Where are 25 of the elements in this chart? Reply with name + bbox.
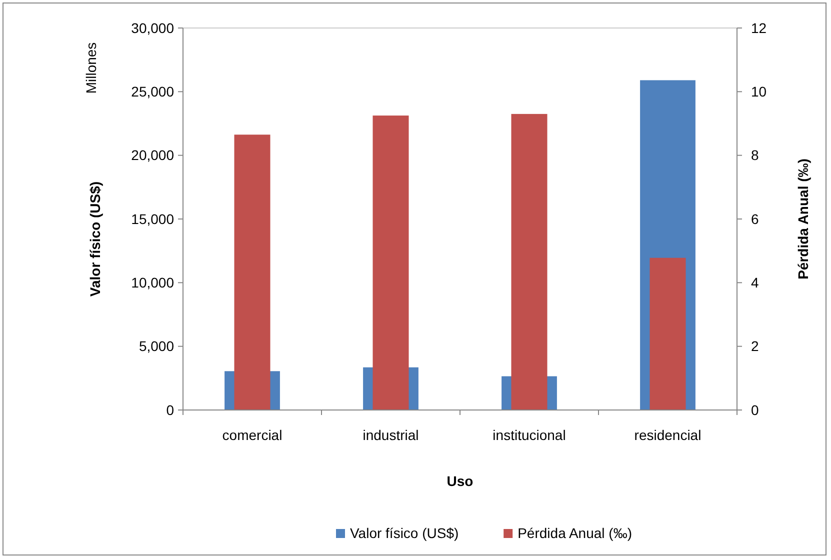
- bar: [650, 258, 686, 410]
- x-axis-title: Uso: [446, 473, 474, 489]
- y-tick-label: 5,000: [138, 338, 174, 354]
- y2-tick-label: 4: [751, 274, 759, 291]
- y2-tick-label: 8: [751, 147, 759, 164]
- y-tick-label: 0: [166, 402, 174, 418]
- legend-label: Valor físico (US$): [350, 525, 459, 541]
- x-tick-label: residencial: [634, 427, 702, 443]
- x-tick-label: institucional: [492, 427, 566, 443]
- text: Millones: [83, 42, 99, 94]
- y2-tick-label: 12: [751, 20, 767, 36]
- y2-tick-label: 6: [751, 210, 759, 227]
- x-tick-label: industrial: [362, 427, 419, 443]
- y2-tick-label: 2: [751, 338, 759, 354]
- y-tick-label: 20,000: [131, 147, 174, 164]
- y-axis-title: Valor físico (US$): [87, 181, 103, 297]
- x-tick-label: comercial: [222, 427, 282, 443]
- y2-tick-label: 0: [751, 402, 759, 418]
- y-tick-label: 30,000: [131, 20, 174, 36]
- y2-tick-label: 10: [751, 84, 767, 100]
- legend-label: Pérdida Anual (‰): [518, 525, 632, 541]
- y2-axis-title: Pérdida Anual (‰): [795, 158, 811, 280]
- y-tick-label: 25,000: [131, 84, 174, 100]
- y-tick-label: 10,000: [131, 274, 174, 291]
- y-tick-label: 15,000: [131, 210, 174, 227]
